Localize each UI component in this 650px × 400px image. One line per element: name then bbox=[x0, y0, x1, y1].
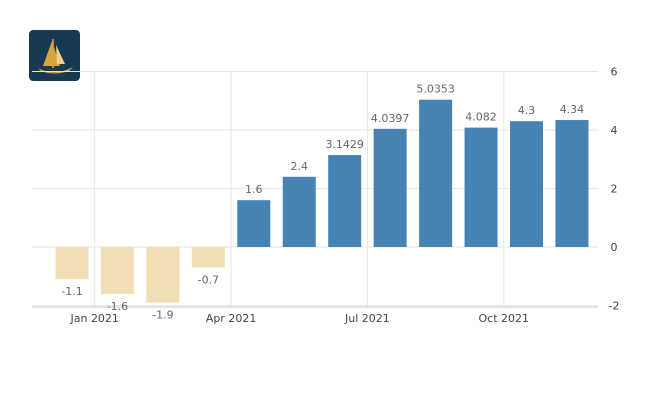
data-label: 5.0353 bbox=[416, 83, 455, 96]
data-label: 4.3 bbox=[518, 104, 536, 117]
bar bbox=[146, 247, 180, 303]
x-tick-label: Jul 2021 bbox=[344, 312, 390, 325]
y-tick-label: -2 bbox=[609, 300, 620, 313]
bar bbox=[100, 247, 134, 294]
data-label: 3.1429 bbox=[325, 138, 364, 151]
bar bbox=[191, 247, 225, 268]
data-label: 4.34 bbox=[560, 103, 585, 116]
data-label: -1.9 bbox=[152, 309, 173, 322]
data-label: 1.6 bbox=[245, 183, 263, 196]
bar bbox=[464, 127, 498, 247]
data-label: 4.0397 bbox=[371, 112, 410, 125]
logo-sail bbox=[43, 41, 60, 66]
data-label: 4.082 bbox=[465, 111, 497, 124]
x-tick-label: Jan 2021 bbox=[69, 312, 118, 325]
bar bbox=[55, 247, 89, 280]
bar bbox=[510, 121, 543, 247]
bar bbox=[555, 120, 589, 247]
bar bbox=[419, 99, 453, 248]
logo-sail-inner bbox=[56, 45, 65, 64]
data-label: 2.4 bbox=[291, 160, 309, 173]
y-tick-label: 2 bbox=[611, 183, 618, 196]
y-tick-label: 4 bbox=[611, 124, 618, 137]
data-label: -0.7 bbox=[198, 273, 219, 286]
data-label: -1.1 bbox=[61, 285, 82, 298]
bar bbox=[282, 176, 316, 247]
y-tick-label: 0 bbox=[611, 241, 618, 254]
bar bbox=[373, 128, 407, 247]
data-label: -1.6 bbox=[107, 300, 128, 313]
bar bbox=[328, 155, 362, 247]
y-tick-label: 6 bbox=[611, 66, 618, 79]
bar bbox=[237, 200, 271, 247]
x-tick-label: Apr 2021 bbox=[206, 312, 257, 325]
x-tick-label: Oct 2021 bbox=[479, 312, 530, 325]
